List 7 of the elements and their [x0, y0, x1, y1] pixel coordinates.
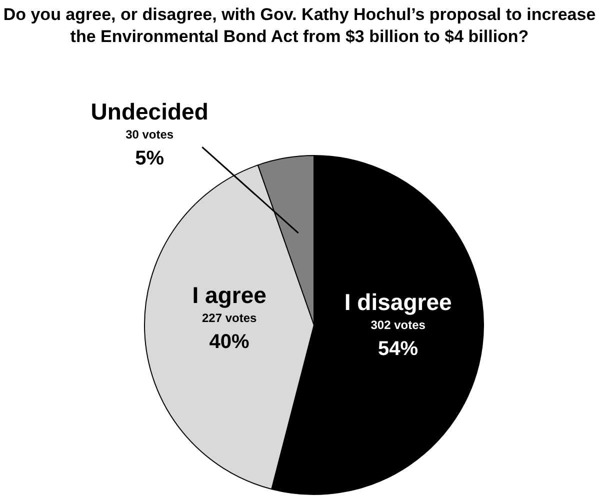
slice-label: I disagree: [344, 289, 452, 316]
data-label: 302 votes 54%: [370, 318, 426, 360]
slice-label: Undecided: [90, 98, 208, 125]
data-label: 227 votes 40%: [202, 310, 258, 354]
slice-label: I agree: [192, 282, 266, 308]
chart-title: Do you agree, or disagree, with Gov. Kathy Hochul’s proposal to increase the Environmental Bond Act from $3 billion to $4 billion?: [2, 4, 597, 48]
data-label: 30 votes 5%: [126, 127, 174, 170]
